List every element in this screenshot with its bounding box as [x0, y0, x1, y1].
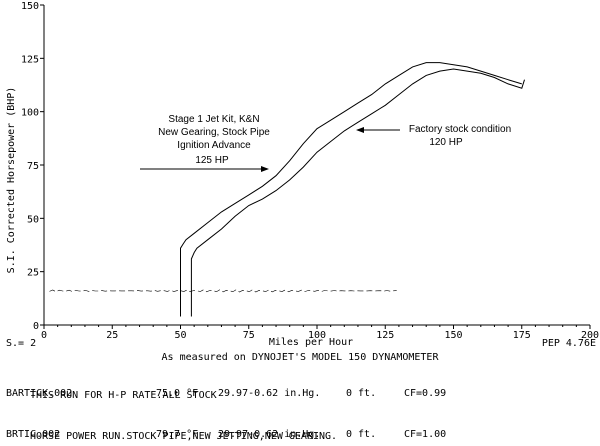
chart-ticks: 0 25 50 75 100 125 150 175 200 0 25 50 75 100 125 150 — [21, 1, 599, 341]
run-1-note: THIS RUN FOR H-P RATE.ALL STOCK — [30, 390, 217, 401]
run-2-altitude: 0 ft. — [346, 429, 377, 440]
run-1-info: BARTICK.002 75.0 °F 29.97-0.62 in.Hg. 0 ft.… — [0, 377, 446, 399]
chart-series — [49, 62, 525, 317]
y-tick-label: 50 — [27, 214, 39, 225]
run-2-file: BRTIC.002 — [6, 429, 61, 440]
series-line-1 — [180, 62, 522, 317]
y-tick-label: 75 — [27, 161, 39, 172]
x-tick-label: 50 — [174, 330, 186, 341]
run-1-cf: CF=0.99 — [404, 388, 447, 399]
smoothing-label: S.= 2 — [6, 338, 36, 349]
chart-axes — [43, 5, 590, 326]
annotation-modified-line-1: Stage 1 Jet Kit, K&N — [168, 114, 259, 125]
x-tick-label: 25 — [106, 330, 118, 341]
annotation-modified: Stage 1 Jet Kit, K&N New Gearing, Stock … — [140, 114, 270, 172]
y-tick-label: 0 — [33, 321, 39, 332]
annotation-stock: Factory stock condition 120 HP — [356, 124, 511, 148]
run-2-pressure: 29.97-0.62 in.Hg. — [218, 429, 321, 440]
annotation-modified-line-4: 125 HP — [195, 155, 229, 166]
x-axis-title: Miles per Hour — [269, 337, 353, 348]
y-tick-label: 125 — [21, 54, 39, 65]
x-tick-label: 125 — [376, 330, 394, 341]
x-tick-label: 150 — [444, 330, 462, 341]
version-label: PEP 4.76E — [542, 338, 596, 349]
x-tick-label: 200 — [581, 330, 599, 341]
x-tick-label: 0 — [41, 330, 47, 341]
baseline-noise-line — [49, 289, 397, 293]
annotation-stock-line-1: Factory stock condition — [409, 124, 511, 135]
series-line-2 — [190, 68, 525, 317]
x-tick-label: 100 — [308, 330, 326, 341]
run-1-pressure: 29.97-0.62 in.Hg. — [218, 388, 321, 399]
annotation-modified-line-2: New Gearing, Stock Pipe — [158, 127, 270, 138]
run-1-altitude: 0 ft. — [346, 388, 377, 399]
y-tick-label: 100 — [21, 108, 39, 119]
annotation-modified-arrowhead — [261, 166, 269, 172]
y-tick-label: 25 — [27, 268, 39, 279]
run-1-file: BARTICK.002 — [6, 388, 73, 399]
run-2-note: HORSE POWER RUN.STOCK PIPE,NEW JETTING,N… — [30, 431, 338, 442]
x-tick-label: 175 — [513, 330, 531, 341]
annotation-stock-line-2: 120 HP — [429, 137, 463, 148]
chart-subtitle: As measured on DYNOJET'S MODEL 150 DYNAM… — [162, 352, 440, 363]
y-tick-label: 150 — [21, 1, 39, 12]
run-2-temp: 79.7 °F — [156, 429, 199, 440]
annotation-stock-arrowhead — [356, 127, 364, 133]
run-1-temp: 75.0 °F — [156, 388, 199, 399]
run-2-cf: CF=1.00 — [404, 429, 447, 440]
annotation-modified-line-3: Ignition Advance — [177, 140, 251, 151]
run-2-info: BRTIC.002 79.7 °F 29.97-0.62 in.Hg. 0 ft. CF… — [0, 418, 446, 440]
x-tick-label: 75 — [243, 330, 255, 341]
y-axis-title: S.I. Corrected Horsepower (BHP) — [6, 87, 17, 274]
